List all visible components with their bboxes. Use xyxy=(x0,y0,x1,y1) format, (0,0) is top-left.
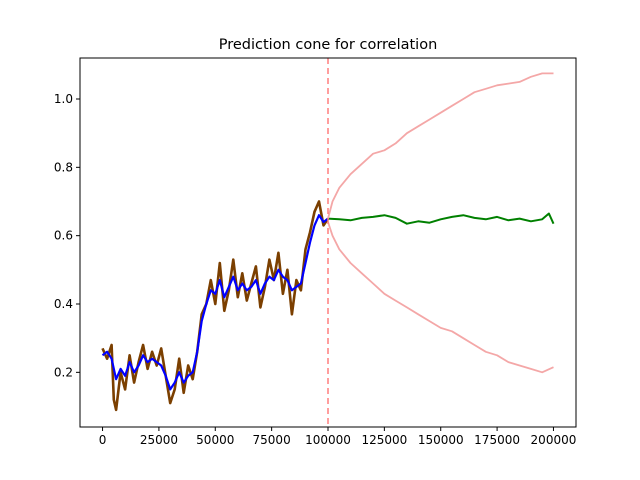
x-axis: 0 25000 50000 75000 100000 125000 150000 175000… xyxy=(99,427,577,447)
y-tick-label: 1.0 xyxy=(54,92,73,106)
x-tick-label: 25000 xyxy=(140,433,178,447)
x-tick-label: 75000 xyxy=(253,433,291,447)
x-tick-label: 150000 xyxy=(418,433,464,447)
x-tick-label: 100000 xyxy=(305,433,351,447)
x-tick-label: 125000 xyxy=(361,433,407,447)
y-tick-label: 0.2 xyxy=(54,365,73,379)
y-axis: 0.2 0.4 0.6 0.8 1.0 xyxy=(54,92,80,379)
x-tick-label: 175000 xyxy=(474,433,520,447)
history-estimate-line xyxy=(101,214,329,391)
x-tick-label: 50000 xyxy=(196,433,234,447)
cone-lower-line xyxy=(327,221,554,374)
y-tick-label: 0.6 xyxy=(54,229,73,243)
cone-upper-line xyxy=(327,72,554,219)
history-observed-line xyxy=(101,200,330,412)
x-tick-label: 0 xyxy=(99,433,107,447)
forecast-mean-line xyxy=(327,212,555,225)
series-layer xyxy=(101,58,555,427)
chart-title: Prediction cone for correlation xyxy=(219,37,438,53)
y-tick-label: 0.4 xyxy=(54,297,73,311)
x-tick-label: 200000 xyxy=(531,433,577,447)
y-tick-label: 0.8 xyxy=(54,160,73,174)
